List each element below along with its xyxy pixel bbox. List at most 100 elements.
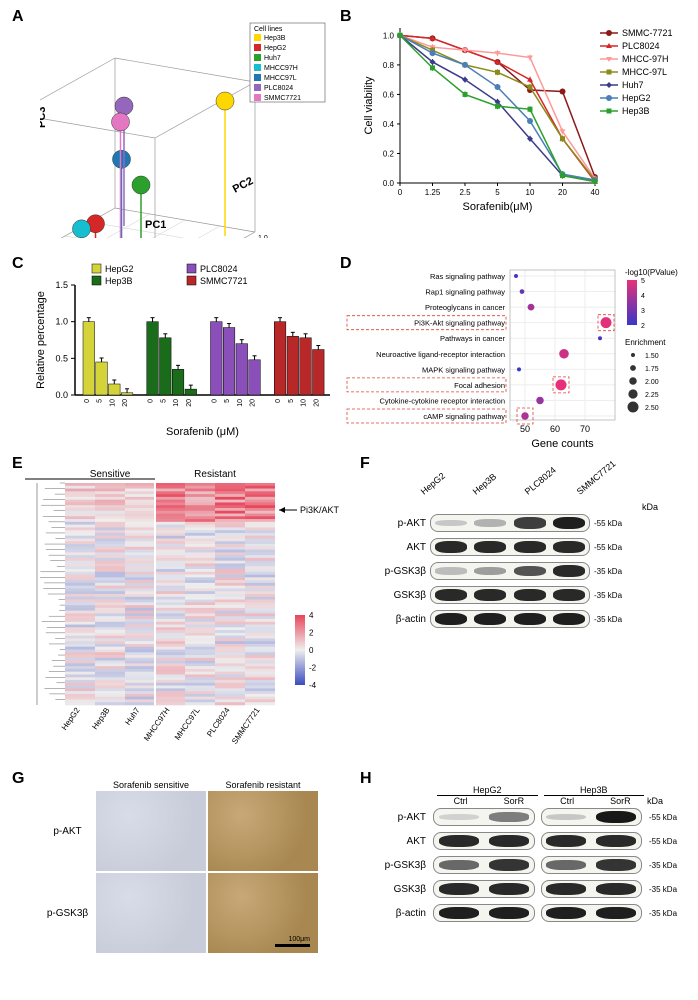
svg-text:20: 20 [313, 399, 320, 407]
svg-text:0: 0 [211, 399, 218, 403]
svg-text:1.0: 1.0 [55, 317, 68, 327]
svg-text:0.5: 0.5 [55, 353, 68, 363]
panel-a: -1.0-0.50.00.51.0-1.0-0.50.00.51.0-1.0-0… [40, 18, 330, 238]
svg-text:1.5: 1.5 [55, 280, 68, 290]
svg-text:2.50: 2.50 [645, 405, 659, 412]
svg-text:Huh7: Huh7 [264, 55, 281, 62]
svg-text:4: 4 [309, 611, 314, 620]
svg-text:Sorafenib(μM): Sorafenib(μM) [463, 201, 533, 213]
panel-h: HepG2Hep3BCtrlSorRCtrlSorRkDap-AKT-55 kD… [380, 785, 695, 926]
pca-3d-plot: -1.0-0.50.00.51.0-1.0-0.50.00.51.0-1.0-0… [40, 18, 330, 238]
panel-c: 0.00.51.01.5Relative percentageSorafenib… [30, 260, 335, 440]
svg-text:Neuroactive ligand-receptor in: Neuroactive ligand-receptor interaction [376, 350, 505, 359]
svg-text:Hep3B: Hep3B [264, 35, 286, 42]
viability-chart: 0.00.20.40.60.81.001.252.55102040Sorafen… [360, 18, 690, 218]
svg-text:0: 0 [84, 399, 91, 403]
svg-text:Hep3B: Hep3B [90, 706, 111, 731]
svg-text:2: 2 [309, 629, 314, 638]
svg-text:5: 5 [641, 278, 645, 285]
panel-e: Sensitive Resistant HepG2 Hep3B Huh7MHCC97HM… [25, 465, 345, 755]
svg-text:HepG2: HepG2 [105, 264, 134, 274]
svg-text:40: 40 [591, 188, 600, 197]
svg-text:0: 0 [275, 399, 282, 403]
svg-text:2.00: 2.00 [645, 379, 659, 386]
svg-text:PLC8024: PLC8024 [200, 264, 238, 274]
svg-text:0.2: 0.2 [383, 149, 395, 158]
panel-a-label: A [12, 8, 24, 26]
svg-text:HepG2: HepG2 [264, 45, 286, 52]
svg-text:0.0: 0.0 [383, 179, 395, 188]
svg-text:MHCC97H: MHCC97H [142, 706, 172, 743]
svg-text:Hep3B: Hep3B [105, 276, 133, 286]
panel-g: Sorafenib sensitiveSorafenib resistantp-… [40, 780, 350, 954]
svg-text:60: 60 [550, 424, 560, 434]
svg-text:5: 5 [288, 399, 295, 403]
svg-text:MHCC97L: MHCC97L [173, 706, 202, 742]
svg-text:1.25: 1.25 [425, 188, 441, 197]
panel-g-label: G [12, 770, 24, 788]
svg-text:0: 0 [148, 399, 155, 403]
svg-text:Resistant: Resistant [194, 469, 236, 480]
svg-text:20: 20 [186, 399, 193, 407]
svg-text:Pi3K/AKT: Pi3K/AKT [300, 505, 340, 515]
svg-text:5: 5 [224, 399, 231, 403]
heatmap: Sensitive Resistant HepG2 Hep3B Huh7MHCC97HM… [25, 465, 345, 755]
svg-text:5: 5 [160, 399, 167, 403]
svg-text:Hep3B: Hep3B [622, 106, 650, 116]
svg-text:Huh7: Huh7 [123, 706, 142, 727]
panel-f-label: F [360, 455, 370, 473]
pathway-dotplot: 506070Ras signaling pathwayRap1 signalin… [345, 260, 695, 450]
svg-text:-2: -2 [309, 664, 317, 673]
svg-text:-4: -4 [309, 681, 317, 690]
svg-text:20: 20 [558, 188, 567, 197]
panel-f: HepG2Hep3BPLC8024SMMC7721kDap-AKT-55 kDa… [380, 480, 690, 632]
svg-text:PLC8024: PLC8024 [205, 706, 232, 739]
svg-text:50: 50 [520, 424, 530, 434]
svg-text:Focal adhesion: Focal adhesion [454, 381, 505, 390]
panel-c-label: C [12, 255, 24, 273]
svg-text:1.0: 1.0 [258, 235, 268, 238]
svg-text:2: 2 [641, 323, 645, 330]
svg-text:Enrichment: Enrichment [625, 338, 666, 347]
svg-text:cAMP signaling pathway: cAMP signaling pathway [423, 412, 505, 421]
svg-text:HepG2: HepG2 [622, 93, 651, 103]
svg-text:Ras signaling pathway: Ras signaling pathway [430, 272, 505, 281]
svg-text:SMMC7721: SMMC7721 [200, 276, 248, 286]
svg-text:HepG2: HepG2 [60, 706, 82, 732]
svg-text:MAPK signaling pathway: MAPK signaling pathway [422, 365, 505, 374]
svg-text:Gene counts: Gene counts [531, 438, 594, 450]
colony-bar-chart: 0.00.51.01.5Relative percentageSorafenib… [30, 260, 335, 440]
svg-text:Sorafenib (μM): Sorafenib (μM) [166, 426, 239, 438]
svg-text:10: 10 [301, 399, 308, 407]
svg-text:10: 10 [109, 399, 116, 407]
svg-text:MHCC97L: MHCC97L [264, 75, 297, 82]
svg-text:PC3: PC3 [40, 107, 48, 128]
svg-text:10: 10 [526, 188, 535, 197]
svg-text:Pathways in cancer: Pathways in cancer [440, 334, 506, 343]
panel-e-label: E [12, 455, 23, 473]
panel-h-label: H [360, 770, 372, 788]
svg-text:Pi3K-Akt signaling pathway: Pi3K-Akt signaling pathway [414, 319, 505, 328]
svg-text:SMMC7721: SMMC7721 [264, 95, 301, 102]
panel-b: 0.00.20.40.60.81.001.252.55102040Sorafen… [360, 18, 690, 218]
svg-text:0: 0 [398, 188, 403, 197]
svg-text:Proteoglycans in cancer: Proteoglycans in cancer [425, 303, 506, 312]
svg-text:0.8: 0.8 [383, 61, 395, 70]
panel-d: 506070Ras signaling pathwayRap1 signalin… [345, 260, 695, 450]
svg-text:-log10(PValue): -log10(PValue) [625, 268, 678, 277]
svg-text:20: 20 [122, 399, 129, 407]
svg-text:20: 20 [250, 399, 257, 407]
svg-text:PLC8024: PLC8024 [264, 85, 293, 92]
svg-text:10: 10 [173, 399, 180, 407]
svg-text:0: 0 [309, 646, 314, 655]
svg-text:Cytokine-cytokine receptor int: Cytokine-cytokine receptor interaction [380, 396, 505, 405]
svg-text:1.0: 1.0 [383, 31, 395, 40]
svg-text:MHCC-97H: MHCC-97H [622, 54, 669, 64]
svg-text:Rap1 signaling pathway: Rap1 signaling pathway [425, 288, 505, 297]
svg-text:5: 5 [495, 188, 500, 197]
svg-text:Sensitive: Sensitive [90, 469, 131, 480]
svg-text:5: 5 [97, 399, 104, 403]
svg-text:SMMC7721: SMMC7721 [230, 706, 262, 746]
svg-text:0.4: 0.4 [383, 120, 395, 129]
svg-text:MHCC97H: MHCC97H [264, 65, 298, 72]
